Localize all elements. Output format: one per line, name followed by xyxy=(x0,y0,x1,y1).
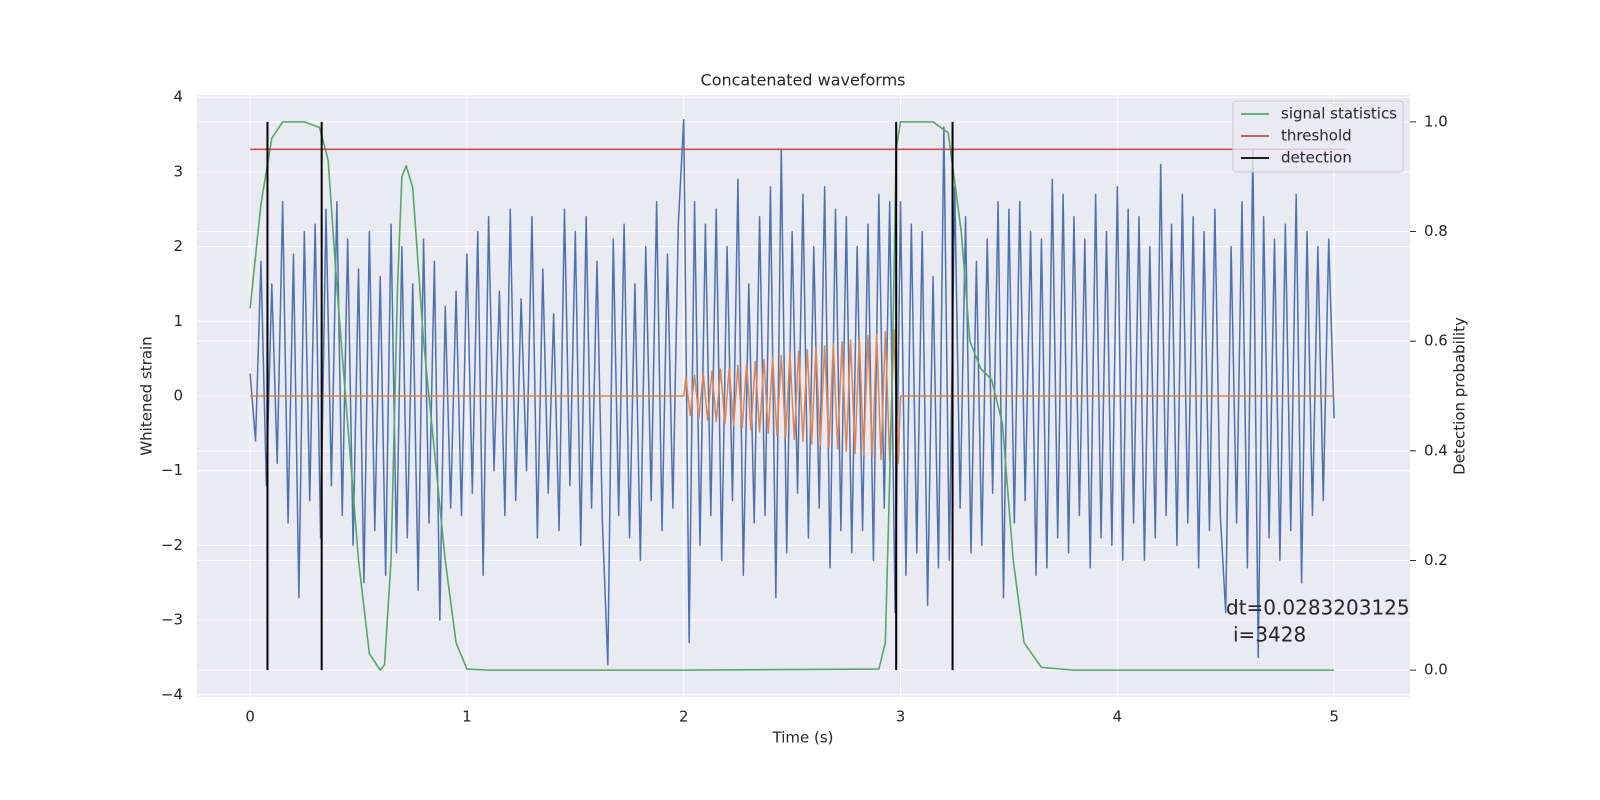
axes: 0 1 2 3 4 5 −4 −3 −2 −1 0 1 2 3 4 0.0 0.2 0.4 0.6 0.8 1.0 xyxy=(161,88,1448,726)
marks xyxy=(249,118,1345,671)
annotation: i=3428 xyxy=(1233,623,1306,647)
y-tick-label: 0 xyxy=(173,387,183,405)
legend-label: threshold xyxy=(1281,127,1352,145)
y2-axis-label: Detection probability xyxy=(1451,317,1469,475)
legend-box xyxy=(1232,100,1404,173)
x-tick-label: 3 xyxy=(896,708,906,726)
x-axis-label: Time (s) xyxy=(772,729,834,747)
x-tick-label: 1 xyxy=(462,708,472,726)
annotation: dt=0.0283203125 xyxy=(1226,596,1410,620)
y-axis-label: Whitened strain xyxy=(138,336,156,455)
y2-tick-label: 0.6 xyxy=(1424,332,1448,350)
series-line xyxy=(249,121,1335,671)
x-tick-label: 4 xyxy=(1113,708,1123,726)
y2-tick-label: 0.0 xyxy=(1424,661,1448,679)
y-tick-label: 4 xyxy=(173,88,183,106)
y-tick-label: −3 xyxy=(161,611,183,629)
legend-label: signal statistics xyxy=(1281,105,1397,123)
series-line xyxy=(250,328,1335,464)
y-tick-label: 3 xyxy=(173,162,183,180)
y-tick-label: −1 xyxy=(161,461,183,479)
x-tick-label: 0 xyxy=(245,708,255,726)
x-tick-label: 5 xyxy=(1329,708,1339,726)
chart-title: Concatenated waveforms xyxy=(701,71,906,90)
y2-tick-label: 1.0 xyxy=(1424,112,1448,130)
series-line xyxy=(249,118,1335,666)
y2-tick-label: 0.8 xyxy=(1424,222,1448,240)
y-tick-label: −4 xyxy=(161,685,183,703)
y2-tick-label: 0.2 xyxy=(1424,551,1448,569)
legend-label: detection xyxy=(1281,149,1352,167)
y-tick-label: 1 xyxy=(173,312,183,330)
legend: signal statistics threshold detection xyxy=(1232,100,1404,173)
y2-tick-label: 0.4 xyxy=(1424,441,1448,459)
y-tick-label: 2 xyxy=(173,237,183,255)
x-tick-label: 2 xyxy=(679,708,689,726)
y-tick-label: −2 xyxy=(161,536,183,554)
